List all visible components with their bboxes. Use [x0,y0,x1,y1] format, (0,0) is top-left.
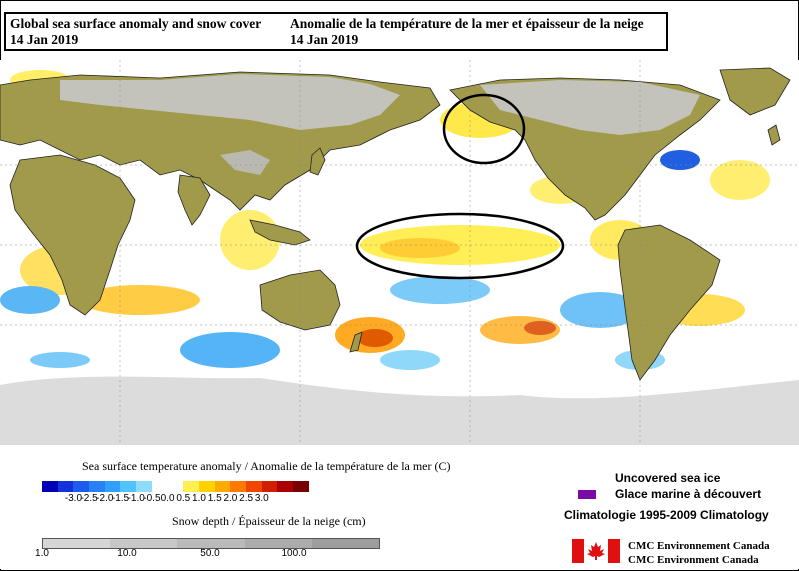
map-svg [0,60,799,445]
sst-swatch [104,481,121,492]
sst-tick-label: 2.5 [239,493,254,504]
snow-tick-label: 50.0 [200,548,220,559]
japan [309,147,326,176]
graticule [0,60,799,445]
sst-swatch [89,481,105,492]
title-english-date: 14 Jan 2019 [10,32,79,47]
snow-color-bar [42,538,380,549]
sea-ice-swatch [578,490,596,499]
sst-tick-label: -2.0 [96,493,114,504]
sst-tick-label: 0.0 [160,493,175,504]
sst-tick-label: 0.5 [176,493,191,504]
climatology-label: Climatologie 1995-2009 Climatology [564,508,769,522]
sea-ice-label-fr: Glace marine à découvert [615,487,762,501]
anomaly-map [0,60,799,445]
sst-tick-label: -3.0 [64,493,83,504]
snow-cover [60,74,700,175]
sst-tick-label: 1.5 [207,493,222,504]
snow-tick-labels: 1.0 10.0 50.0 100.0 [35,548,382,560]
sst-swatch [245,481,262,492]
greenland [719,67,791,116]
title-english: Global sea surface anomaly and snow cove… [10,16,261,48]
indonesia [249,219,311,246]
title-french-text: Anomalie de la température de la mer et … [290,16,644,31]
legend-area: Sea surface temperature anomaly / Anomal… [0,445,799,569]
title-english-text: Global sea surface anomaly and snow cove… [10,16,262,31]
snow-swatch [244,539,312,548]
snow-swatch [177,539,245,548]
south-america [617,224,721,381]
antarctic-snow [0,376,799,445]
sst-tick-label: -0.5 [143,493,161,504]
sst-tick-label: 1.0 [192,493,206,504]
org-line-1: CMC Environnement Canada [628,540,770,552]
snow-legend-title: Snow depth / Épaisseur de la neige (cm) [172,514,366,528]
sst-tick-label: 2.0 [223,493,238,504]
snow-tick-label: 100.0 [281,548,307,559]
snow-tick-label: 10.0 [117,548,137,559]
sst-swatch [277,481,293,492]
sst-tick-label: -1.0 [127,493,145,504]
sst-swatch [261,481,278,492]
canada-flag-icon [572,539,620,563]
title-box: Global sea surface anomaly and snow cove… [4,12,668,51]
sst-tick-labels: -3.0 -2.5 -2.0 -1.5 -1.0 -0.5 0.0 0.5 1.0 1.5 2.0 2… [42,493,372,505]
sst-swatch [230,481,246,492]
sst-swatch [136,481,152,492]
sst-tick-label: -2.5 [80,493,98,504]
sst-swatch [214,481,231,492]
sst-tick-label: -1.5 [111,493,130,504]
sst-legend-title: Sea surface temperature anomaly / Anomal… [82,459,451,473]
snow-swatch [311,539,380,548]
annotation-ellipse-equatorial [355,212,565,280]
sst-swatch [73,481,90,492]
title-french-date: 14 Jan 2019 [290,32,359,47]
new-zealand [349,331,363,353]
title-french: Anomalie de la température de la mer et … [290,16,644,48]
sst-swatch [183,481,199,492]
sea-ice-label-en: Uncovered sea ice [615,471,721,485]
sst-swatch [198,481,215,492]
sst-swatch [151,481,168,492]
snow-swatch [110,539,178,548]
europe-west [767,124,781,146]
org-line-2: CMC Environment Canada [628,554,759,566]
sst-tick-label: 3.0 [254,493,269,504]
sst-swatch [42,481,58,492]
africa [9,154,136,316]
sst-color-bar [42,481,309,492]
annotation-circle-north-pacific [442,93,526,165]
sst-swatch [57,481,74,492]
sst-swatch [120,481,137,492]
sst-swatch [167,481,184,492]
sst-swatch [293,481,309,492]
snow-tick-label: 1.0 [35,548,49,559]
snow-swatch [43,539,111,548]
india [177,174,211,226]
